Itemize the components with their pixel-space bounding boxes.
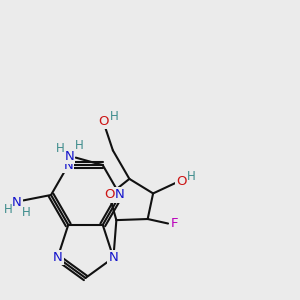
Text: N: N — [109, 251, 118, 264]
Text: H: H — [110, 110, 118, 123]
Text: N: N — [12, 196, 22, 209]
Text: O: O — [99, 115, 109, 128]
Text: F: F — [170, 217, 178, 230]
Text: O: O — [104, 188, 114, 202]
Text: O: O — [176, 175, 187, 188]
Text: H: H — [56, 142, 64, 155]
Text: N: N — [63, 159, 73, 172]
Text: N: N — [115, 188, 125, 202]
Text: H: H — [74, 139, 83, 152]
Text: H: H — [187, 170, 196, 183]
Text: H: H — [22, 206, 31, 219]
Text: N: N — [64, 150, 74, 163]
Text: N: N — [53, 251, 62, 264]
Text: H: H — [4, 203, 13, 216]
